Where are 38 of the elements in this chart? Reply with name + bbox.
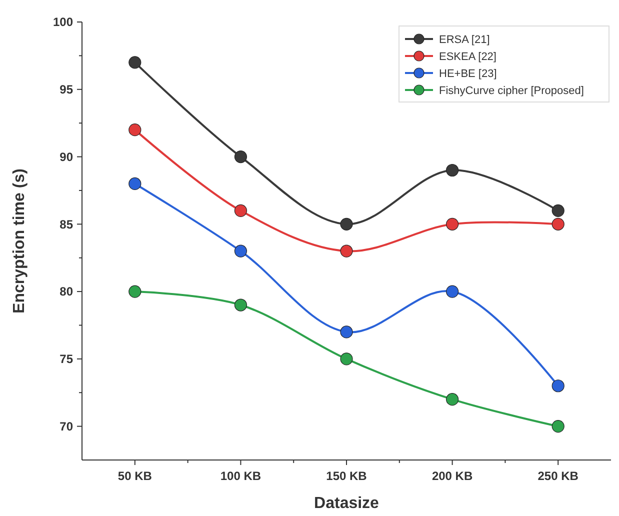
y-tick-label: 75 (60, 352, 74, 366)
point (552, 218, 564, 230)
y-tick-label: 95 (60, 82, 74, 97)
x-tick-label: 250 KB (538, 469, 579, 483)
point (128, 56, 142, 69)
y-tick-label: 100 (52, 15, 74, 30)
x-tick-label: 150 KB (326, 469, 368, 483)
point (234, 150, 247, 164)
x-axis-title: Datasize (314, 495, 380, 512)
point (128, 124, 142, 136)
point (340, 244, 353, 258)
y-tick-label: 85 (60, 217, 74, 232)
y-tick-label: 90 (60, 150, 74, 164)
point (340, 218, 353, 230)
legend-label: HE+BE [23] (439, 68, 497, 80)
point (128, 177, 142, 190)
y-tick-label: 70 (60, 420, 74, 434)
point (446, 285, 459, 298)
point (234, 244, 247, 258)
y-tick-label: 80 (60, 284, 74, 299)
x-tick-label: 50 KB (118, 469, 152, 483)
point (552, 420, 564, 433)
point (552, 204, 564, 217)
point (234, 298, 247, 312)
point (128, 285, 142, 298)
x-tick-label: 200 KB (432, 469, 473, 483)
point (552, 380, 564, 392)
y-axis-title: Encryption time (s) (11, 168, 28, 314)
legend-label: FishyCurve cipher [Proposed] (439, 84, 584, 97)
point (234, 204, 247, 217)
x-tick-label: 100 KB (220, 469, 262, 483)
legend-label: ERSA [21] (439, 34, 490, 46)
point (340, 352, 353, 366)
legend-label: ESKEA [22] (439, 50, 496, 63)
point (446, 218, 459, 230)
point (446, 393, 459, 406)
point (340, 326, 353, 338)
point (446, 164, 459, 177)
